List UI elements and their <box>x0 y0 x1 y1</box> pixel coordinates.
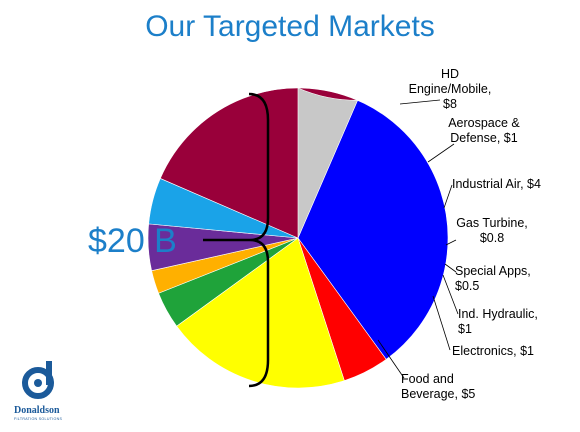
leader-line <box>445 239 457 246</box>
slice-label-line: $8 <box>443 97 457 111</box>
slice-label-line: Ind. Hydraulic, <box>458 307 538 321</box>
slice-label: Food and Beverage, $5 <box>401 372 475 401</box>
pie-slice <box>176 237 345 389</box>
slice-label: Aerospace & Defense, $1 <box>448 116 520 145</box>
leader-line <box>377 339 405 379</box>
leader-line <box>432 295 451 351</box>
slice-label-line: Engine/Mobile, <box>409 82 492 96</box>
slice-label-line: Special Apps, <box>455 264 531 278</box>
slice-label: HD Engine/Mobile, $8 <box>409 67 492 111</box>
leader-lines <box>377 99 459 379</box>
slice-label-line: $1 <box>458 322 472 336</box>
slice-label: Electronics, $1 <box>452 344 534 358</box>
slice-label: Special Apps, $0.5 <box>455 264 531 293</box>
slice-label-line: Gas Turbine, <box>456 216 528 230</box>
slice-label-line: Aerospace & <box>448 116 520 130</box>
slice-label-line: $0.5 <box>455 279 479 293</box>
leader-line <box>442 274 459 315</box>
slice-label-line: Electronics, $1 <box>452 344 534 358</box>
slice-label-line: Defense, $1 <box>450 131 517 145</box>
slice-label-line: HD <box>441 67 459 81</box>
logo-mark-center <box>34 379 42 387</box>
leader-line <box>399 99 441 105</box>
slice-label-line: $0.8 <box>480 231 504 245</box>
slice-label-line: Industrial Air, $4 <box>452 177 541 191</box>
leader-line <box>444 263 457 273</box>
slice-label-line: Food and <box>401 372 454 386</box>
company-logo: Donaldson FILTRATION SOLUTIONS <box>14 361 62 421</box>
leader-line <box>427 143 455 163</box>
slice-label: Gas Turbine, $0.8 <box>456 216 528 245</box>
pie-slices <box>147 87 449 389</box>
logo-name: Donaldson <box>14 405 60 416</box>
logo-mark-stem <box>46 361 52 385</box>
logo-tagline: FILTRATION SOLUTIONS <box>14 417 62 421</box>
slice-labels: HD Engine/Mobile, $8 Aerospace & Defense, $1… <box>401 67 541 401</box>
slice-label-line: Beverage, $5 <box>401 387 475 401</box>
pie-slice-remainder <box>297 87 359 239</box>
total-label: $20 B <box>88 222 177 260</box>
slice-label: Industrial Air, $4 <box>452 177 541 191</box>
page-title: Our Targeted Markets <box>145 10 435 43</box>
slice-label: Ind. Hydraulic, $1 <box>458 307 538 336</box>
leader-line <box>443 184 453 209</box>
